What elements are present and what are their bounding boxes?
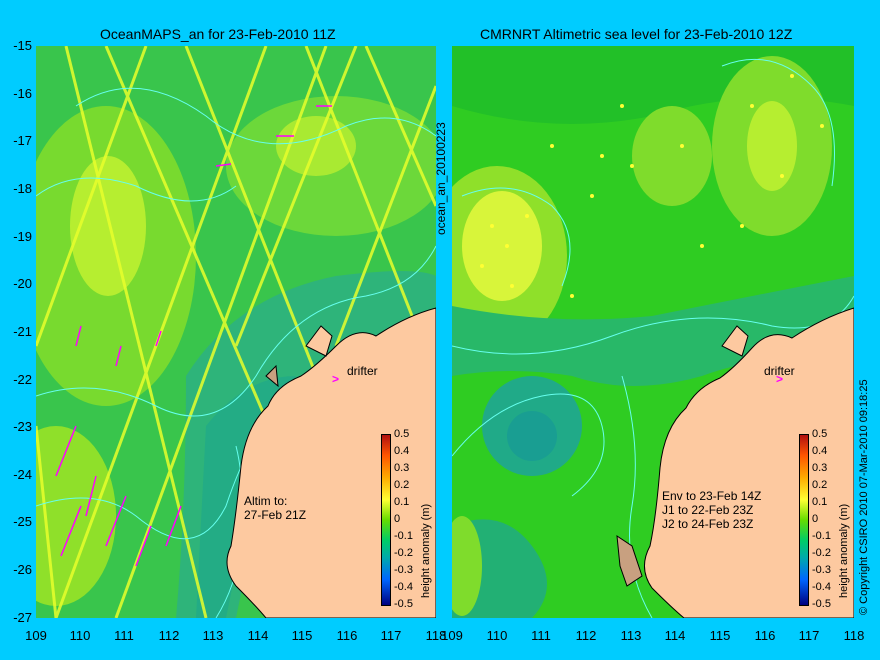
lat-tick: -17: [13, 133, 32, 148]
lon-tick: 115: [291, 628, 313, 643]
left-map-panel: Altim to: 27-Feb 21Z drifter > 0.5 0.4 0…: [36, 46, 436, 618]
left-map-canvas: [36, 46, 436, 618]
left-colorbar: [381, 434, 391, 606]
lon-tick: 112: [575, 628, 597, 643]
right-note-line-3: J2 to 24-Feb 23Z: [662, 517, 754, 531]
left-colorbar-label: height anomaly (m): [420, 503, 432, 598]
right-colorbar-label: height anomaly (m): [838, 503, 850, 598]
lon-tick: 117: [798, 628, 820, 643]
left-colorbar-tick: 0: [394, 513, 401, 525]
lat-tick: -19: [13, 229, 32, 244]
lon-tick: 110: [486, 628, 508, 643]
lon-tick: 115: [709, 628, 731, 643]
lon-tick: 110: [69, 628, 91, 643]
right-colorbar-tick: 0.3: [812, 462, 828, 474]
lat-tick: -22: [13, 372, 32, 387]
lon-tick: 112: [158, 628, 180, 643]
left-colorbar-tick: 0.4: [394, 445, 410, 457]
lon-tick: 116: [754, 628, 776, 643]
lat-tick: -23: [13, 419, 32, 434]
left-altim-note: Altim to: 27-Feb 21Z: [244, 494, 306, 522]
right-map-canvas: [452, 46, 854, 618]
left-note-line-2: 27-Feb 21Z: [244, 508, 307, 522]
lon-tick: 109: [441, 628, 463, 643]
left-colorbar-tick: -0.5: [394, 598, 413, 610]
lon-tick: 111: [531, 628, 551, 643]
right-colorbar-tick: 0: [812, 513, 819, 525]
right-altim-note: Env to 23-Feb 14Z J1 to 22-Feb 23Z J2 to…: [662, 489, 761, 531]
left-drifter-label: drifter: [347, 364, 378, 378]
lat-tick: -27: [13, 610, 32, 625]
right-colorbar-tick: 0.4: [812, 445, 828, 457]
right-colorbar-tick: -0.3: [812, 564, 831, 576]
lat-tick: -20: [13, 276, 32, 291]
right-drifter-label: drifter: [764, 364, 795, 378]
lat-tick: -25: [13, 514, 32, 529]
copyright-label: © Copyright CSIRO 2010 07-Mar-2010 09:18…: [858, 379, 870, 615]
left-map-title: OceanMAPS_an for 23-Feb-2010 11Z: [100, 26, 336, 42]
left-drifter-arrow-icon: >: [332, 372, 340, 386]
lon-tick: 113: [620, 628, 642, 643]
left-colorbar-tick: -0.2: [394, 547, 413, 559]
left-colorbar-tick: -0.3: [394, 564, 413, 576]
lon-tick: 111: [114, 628, 134, 643]
lat-tick: -16: [13, 86, 32, 101]
left-colorbar-tick: 0.5: [394, 428, 410, 440]
lat-tick: -18: [13, 181, 32, 196]
left-colorbar-tick: 0.2: [394, 479, 410, 491]
right-map-panel: Env to 23-Feb 14Z J1 to 22-Feb 23Z J2 to…: [452, 46, 854, 618]
lat-tick: -26: [13, 562, 32, 577]
lat-tick: -24: [13, 467, 32, 482]
left-colorbar-tick: -0.4: [394, 581, 413, 593]
right-colorbar-tick: -0.5: [812, 598, 831, 610]
lon-tick: 116: [336, 628, 358, 643]
lon-tick: 114: [247, 628, 269, 643]
lon-tick: 117: [380, 628, 402, 643]
lat-tick: -15: [13, 38, 32, 53]
right-colorbar-tick: 0.5: [812, 428, 828, 440]
left-colorbar-tick: 0.3: [394, 462, 410, 474]
right-note-line-2: J1 to 22-Feb 23Z: [662, 503, 754, 517]
lat-tick: -21: [13, 324, 32, 339]
left-colorbar-tick: 0.1: [394, 496, 410, 508]
left-note-line-1: Altim to:: [244, 494, 288, 508]
lon-tick: 118: [843, 628, 865, 643]
right-colorbar: [799, 434, 809, 606]
right-map-title: CMRNRT Altimetric sea level for 23-Feb-2…: [480, 26, 793, 42]
right-note-line-1: Env to 23-Feb 14Z: [662, 489, 762, 503]
lon-tick: 118: [425, 628, 447, 643]
lon-tick: 113: [202, 628, 224, 643]
left-colorbar-tick: -0.1: [394, 530, 413, 542]
right-colorbar-tick: 0.1: [812, 496, 828, 508]
right-colorbar-tick: -0.2: [812, 547, 831, 559]
lon-tick: 114: [664, 628, 686, 643]
lon-tick: 109: [25, 628, 47, 643]
run-id-label: ocean_an_20100223: [434, 122, 448, 235]
right-colorbar-tick: -0.4: [812, 581, 831, 593]
right-drifter-arrow-icon: >: [776, 372, 784, 386]
right-colorbar-tick: -0.1: [812, 530, 831, 542]
right-colorbar-tick: 0.2: [812, 479, 828, 491]
